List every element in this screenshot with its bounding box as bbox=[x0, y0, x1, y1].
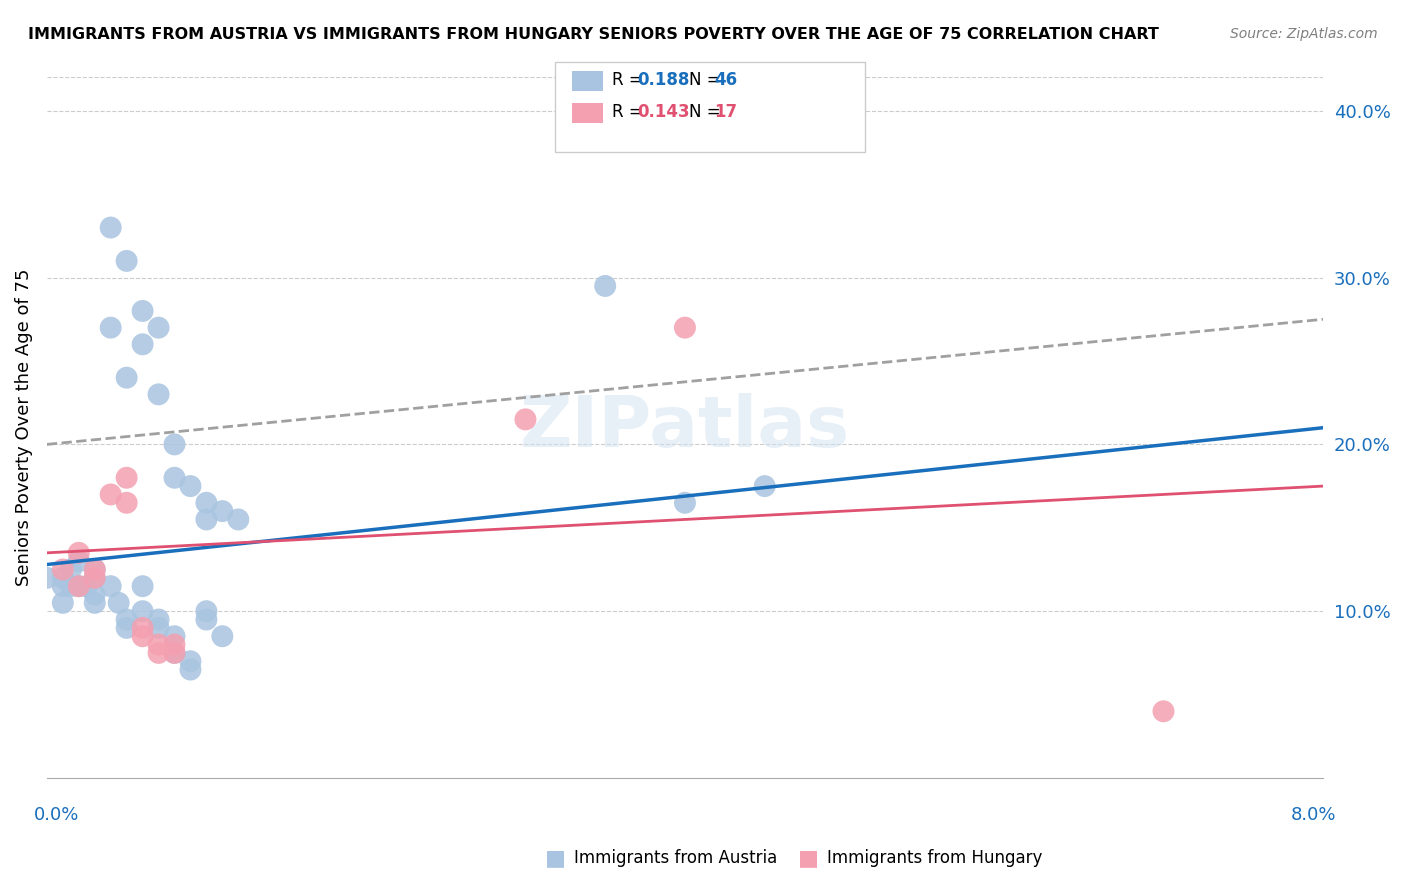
Text: R =: R = bbox=[612, 71, 648, 89]
Point bbox=[211, 504, 233, 518]
Point bbox=[754, 479, 776, 493]
Point bbox=[673, 496, 696, 510]
Point bbox=[100, 220, 122, 235]
Text: 46: 46 bbox=[714, 71, 737, 89]
Point bbox=[148, 646, 170, 660]
Text: R =: R = bbox=[612, 103, 648, 121]
Point bbox=[115, 471, 138, 485]
Point bbox=[593, 279, 616, 293]
Point bbox=[226, 512, 249, 526]
Point bbox=[83, 596, 105, 610]
Point bbox=[83, 588, 105, 602]
Point bbox=[59, 579, 82, 593]
Point bbox=[115, 621, 138, 635]
Point bbox=[148, 387, 170, 401]
Y-axis label: Seniors Poverty Over the Age of 75: Seniors Poverty Over the Age of 75 bbox=[15, 269, 32, 586]
Text: ZIPatlas: ZIPatlas bbox=[520, 393, 851, 462]
Point bbox=[115, 370, 138, 384]
Point bbox=[195, 613, 218, 627]
Point bbox=[115, 254, 138, 268]
Text: 0.143: 0.143 bbox=[637, 103, 689, 121]
Point bbox=[131, 604, 153, 618]
Text: Source: ZipAtlas.com: Source: ZipAtlas.com bbox=[1230, 27, 1378, 41]
Point bbox=[195, 512, 218, 526]
Point bbox=[83, 562, 105, 576]
Point bbox=[131, 579, 153, 593]
Point bbox=[52, 562, 75, 576]
Point bbox=[76, 579, 98, 593]
Point bbox=[163, 646, 186, 660]
Point bbox=[195, 496, 218, 510]
Point bbox=[67, 579, 90, 593]
Point bbox=[211, 629, 233, 643]
Point bbox=[67, 546, 90, 560]
Point bbox=[163, 471, 186, 485]
Point bbox=[179, 654, 201, 668]
Text: Immigrants from Hungary: Immigrants from Hungary bbox=[827, 849, 1042, 867]
Text: ■: ■ bbox=[799, 848, 818, 868]
Text: 0.188: 0.188 bbox=[637, 71, 689, 89]
Point bbox=[83, 571, 105, 585]
Point bbox=[148, 320, 170, 334]
Point bbox=[148, 613, 170, 627]
Point bbox=[515, 412, 537, 426]
Text: ■: ■ bbox=[546, 848, 565, 868]
Point bbox=[131, 621, 153, 635]
Point bbox=[179, 663, 201, 677]
Point bbox=[1153, 704, 1175, 718]
Point bbox=[131, 304, 153, 318]
Point bbox=[163, 629, 186, 643]
Point bbox=[179, 479, 201, 493]
Text: 8.0%: 8.0% bbox=[1291, 806, 1336, 824]
Text: Immigrants from Austria: Immigrants from Austria bbox=[574, 849, 778, 867]
Point bbox=[35, 571, 58, 585]
Text: N =: N = bbox=[689, 103, 725, 121]
Point bbox=[52, 596, 75, 610]
Point bbox=[52, 579, 75, 593]
Point bbox=[52, 571, 75, 585]
Point bbox=[100, 320, 122, 334]
Point bbox=[59, 562, 82, 576]
Point bbox=[163, 638, 186, 652]
Text: 0.0%: 0.0% bbox=[34, 806, 80, 824]
Point bbox=[131, 337, 153, 351]
Point bbox=[131, 629, 153, 643]
Point bbox=[67, 579, 90, 593]
Point bbox=[83, 562, 105, 576]
Text: N =: N = bbox=[689, 71, 725, 89]
Point bbox=[673, 320, 696, 334]
Point bbox=[195, 604, 218, 618]
Point bbox=[100, 487, 122, 501]
Point bbox=[163, 646, 186, 660]
Point bbox=[115, 613, 138, 627]
Point bbox=[67, 554, 90, 568]
Text: 17: 17 bbox=[714, 103, 737, 121]
Point bbox=[100, 579, 122, 593]
Point bbox=[148, 638, 170, 652]
Point bbox=[163, 437, 186, 451]
Point bbox=[115, 496, 138, 510]
Point bbox=[148, 621, 170, 635]
Point bbox=[107, 596, 129, 610]
Point bbox=[83, 571, 105, 585]
Text: IMMIGRANTS FROM AUSTRIA VS IMMIGRANTS FROM HUNGARY SENIORS POVERTY OVER THE AGE : IMMIGRANTS FROM AUSTRIA VS IMMIGRANTS FR… bbox=[28, 27, 1159, 42]
